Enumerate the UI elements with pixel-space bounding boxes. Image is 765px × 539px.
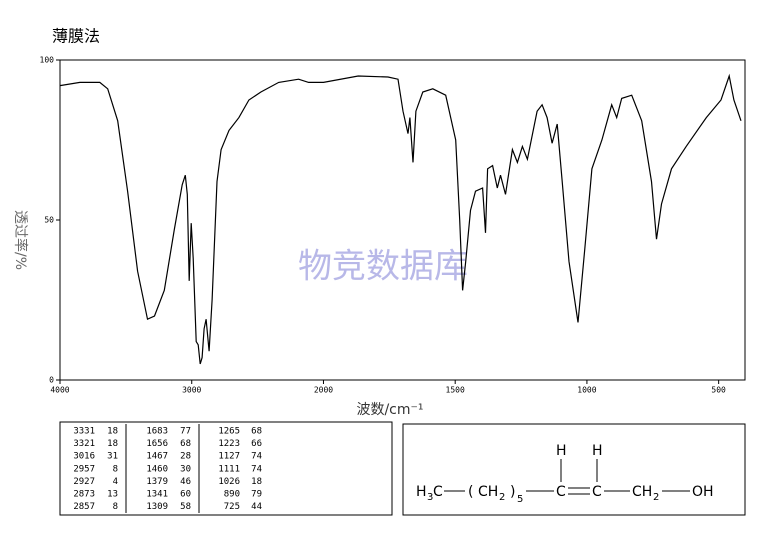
table-cell: 30 bbox=[180, 464, 191, 474]
table-cell: 4 bbox=[113, 477, 118, 487]
atom: H bbox=[556, 443, 567, 459]
table-cell: 2957 bbox=[73, 464, 95, 474]
atom: C bbox=[433, 484, 443, 500]
y-axis-label: 透过率/% bbox=[12, 210, 29, 270]
x-tick-label: 1000 bbox=[577, 386, 596, 395]
table-cell: 28 bbox=[180, 452, 191, 462]
table-cell: 1111 bbox=[218, 464, 240, 474]
table-cell: 58 bbox=[180, 502, 191, 512]
table-cell: 68 bbox=[251, 427, 262, 437]
table-cell: 44 bbox=[251, 502, 262, 512]
structure-frame bbox=[402, 423, 746, 516]
atom: CH bbox=[478, 484, 498, 500]
table-cell: 725 bbox=[224, 502, 240, 512]
table-cell: 3321 bbox=[73, 439, 95, 449]
table-cell: 2873 bbox=[73, 490, 95, 500]
table-cell: 3016 bbox=[73, 452, 95, 462]
table-cell: 2857 bbox=[73, 502, 95, 512]
x-axis-label: 波数/cm⁻¹ bbox=[356, 402, 423, 418]
y-tick-label: 50 bbox=[44, 216, 54, 225]
structure: H 3 C ( CH 2 ) 5 C C CH 2 OH H H bbox=[416, 443, 714, 505]
x-tick-label: 500 bbox=[711, 386, 726, 395]
table-cell: 31 bbox=[107, 452, 118, 462]
table-cell: 1127 bbox=[218, 452, 240, 462]
subscript: 2 bbox=[499, 492, 505, 503]
atom: OH bbox=[692, 484, 714, 500]
paren: ) bbox=[510, 484, 515, 500]
table-cell: 1026 bbox=[218, 477, 240, 487]
atom: H bbox=[592, 443, 603, 459]
table-cell: 2927 bbox=[73, 477, 95, 487]
atom: C bbox=[592, 484, 602, 500]
table-cell: 74 bbox=[251, 452, 262, 462]
x-tick-label: 1500 bbox=[446, 386, 465, 395]
x-tick-label: 2000 bbox=[314, 386, 333, 395]
x-tick-label: 4000 bbox=[50, 386, 69, 395]
table-cell: 18 bbox=[107, 427, 118, 437]
table-cell: 1379 bbox=[146, 477, 168, 487]
table-cell: 18 bbox=[251, 477, 262, 487]
table-cell: 1309 bbox=[146, 502, 168, 512]
table-cell: 1223 bbox=[218, 439, 240, 449]
table-frame bbox=[59, 421, 393, 516]
table-cell: 890 bbox=[224, 490, 240, 500]
y-tick-label: 0 bbox=[49, 376, 54, 385]
table-cell: 66 bbox=[251, 439, 262, 449]
table-cell: 1656 bbox=[146, 439, 168, 449]
watermark: 物竞数据库 bbox=[298, 247, 468, 287]
spectrum-line bbox=[59, 73, 742, 365]
chart-title: 薄膜法 bbox=[52, 27, 100, 46]
x-tick-label: 3000 bbox=[182, 386, 201, 395]
atom: H bbox=[416, 484, 427, 500]
subscript: 5 bbox=[517, 494, 523, 505]
atom: C bbox=[556, 484, 566, 500]
table-cell: 1460 bbox=[146, 464, 168, 474]
table-cell: 60 bbox=[180, 490, 191, 500]
table-cell: 13 bbox=[107, 490, 118, 500]
table-cell: 74 bbox=[251, 464, 262, 474]
table-cell: 1265 bbox=[218, 427, 240, 437]
paren: ( bbox=[468, 484, 473, 500]
table-cell: 46 bbox=[180, 477, 191, 487]
table-cell: 8 bbox=[113, 502, 118, 512]
subscript: 3 bbox=[427, 492, 433, 503]
table-cell: 79 bbox=[251, 490, 262, 500]
subscript: 2 bbox=[653, 492, 659, 503]
table-cell: 1467 bbox=[146, 452, 168, 462]
table-cell: 3331 bbox=[73, 427, 95, 437]
table-cell: 8 bbox=[113, 464, 118, 474]
table-cell: 1341 bbox=[146, 490, 168, 500]
table-cell: 77 bbox=[180, 427, 191, 437]
atom: CH bbox=[632, 484, 652, 500]
table-cell: 68 bbox=[180, 439, 191, 449]
table-cell: 1683 bbox=[146, 427, 168, 437]
table-cell: 18 bbox=[107, 439, 118, 449]
y-tick-label: 100 bbox=[40, 56, 55, 65]
